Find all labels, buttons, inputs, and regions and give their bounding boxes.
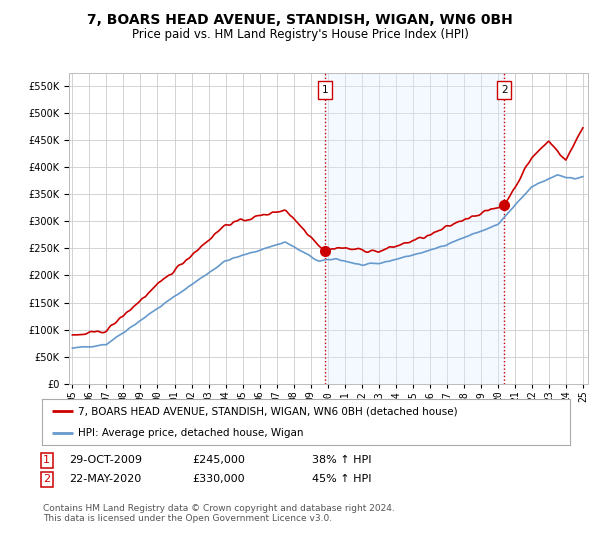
Text: Price paid vs. HM Land Registry's House Price Index (HPI): Price paid vs. HM Land Registry's House … xyxy=(131,28,469,41)
Text: 38% ↑ HPI: 38% ↑ HPI xyxy=(312,455,371,465)
Text: 22-MAY-2020: 22-MAY-2020 xyxy=(69,474,141,484)
Text: 7, BOARS HEAD AVENUE, STANDISH, WIGAN, WN6 0BH (detached house): 7, BOARS HEAD AVENUE, STANDISH, WIGAN, W… xyxy=(78,406,458,416)
Text: 1: 1 xyxy=(43,455,50,465)
Text: £330,000: £330,000 xyxy=(192,474,245,484)
Text: 7, BOARS HEAD AVENUE, STANDISH, WIGAN, WN6 0BH: 7, BOARS HEAD AVENUE, STANDISH, WIGAN, W… xyxy=(87,13,513,27)
Text: 2: 2 xyxy=(43,474,50,484)
Bar xyxy=(325,73,505,384)
Text: 1: 1 xyxy=(322,85,328,95)
Text: 45% ↑ HPI: 45% ↑ HPI xyxy=(312,474,371,484)
Text: 29-OCT-2009: 29-OCT-2009 xyxy=(69,455,142,465)
Text: Contains HM Land Registry data © Crown copyright and database right 2024.
This d: Contains HM Land Registry data © Crown c… xyxy=(43,504,395,524)
Text: HPI: Average price, detached house, Wigan: HPI: Average price, detached house, Wiga… xyxy=(78,428,304,438)
Text: £245,000: £245,000 xyxy=(192,455,245,465)
Text: 2: 2 xyxy=(501,85,508,95)
